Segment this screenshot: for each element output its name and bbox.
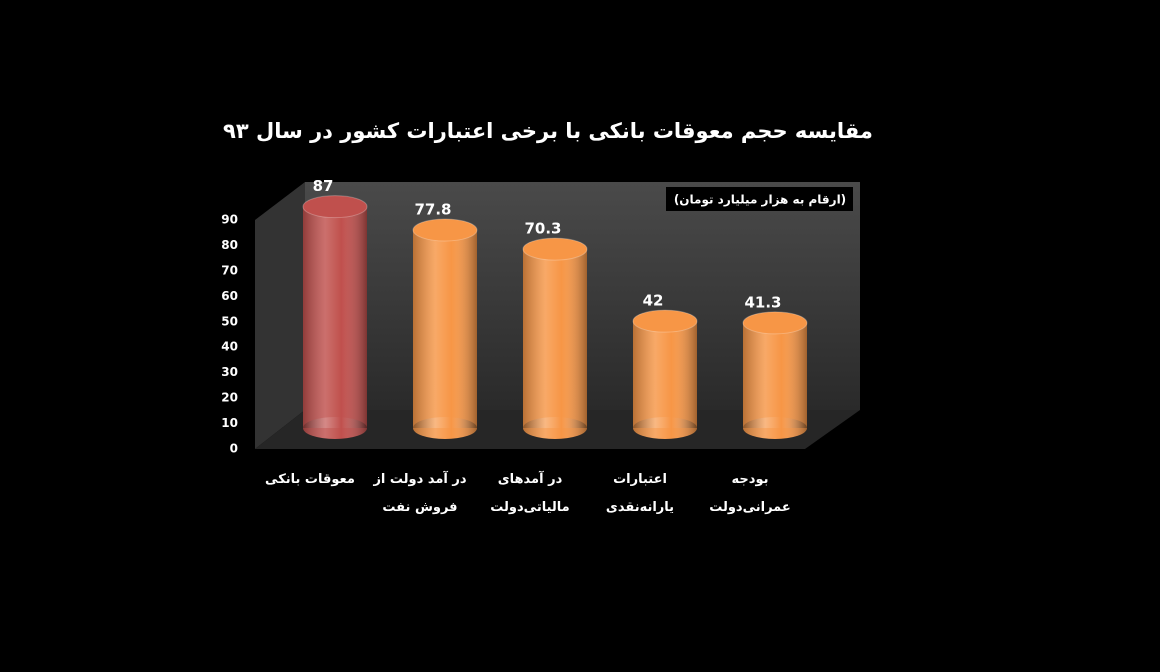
- bar-shading-bottom: [303, 417, 367, 439]
- bar-top: [302, 195, 368, 219]
- y-tick-label: 70: [221, 263, 238, 277]
- bar-shading: [303, 206, 367, 428]
- bar-shading-bottom: [633, 417, 697, 439]
- bar-shading: [413, 230, 477, 428]
- bar-shading: [633, 321, 697, 428]
- y-tick-label: 50: [221, 314, 238, 328]
- side-wall: [255, 182, 305, 449]
- x-tick-label: در آمدهای مالیاتی‌دولت: [490, 472, 570, 515]
- bar-top: [522, 237, 588, 261]
- y-tick-label: 0: [230, 442, 238, 456]
- x-tick-label: معوقات بانکی: [265, 472, 355, 487]
- x-tick-label: بودجه عمرانی‌دولت: [709, 472, 791, 515]
- bar-top: [632, 309, 698, 333]
- y-tick-label: 90: [221, 213, 238, 227]
- bar: [742, 311, 808, 439]
- bar: [522, 237, 588, 439]
- y-tick-label: 80: [221, 238, 238, 252]
- bar: [412, 218, 478, 439]
- bar-shading-bottom: [743, 417, 807, 439]
- bar: [302, 195, 368, 439]
- bar-shading: [743, 322, 807, 428]
- value-label: 41.3: [744, 293, 781, 311]
- chart-title: مقایسه حجم معوقات بانکی با برخی اعتبارات…: [223, 119, 873, 143]
- bar-shading: [523, 249, 587, 428]
- value-label: 70.3: [524, 220, 561, 238]
- bar-top: [412, 218, 478, 242]
- bar-shading-bottom: [413, 417, 477, 439]
- y-tick-label: 10: [221, 416, 238, 430]
- bar-top: [742, 311, 808, 335]
- chart-subtitle: (ارقام به هزار میلیارد تومان): [674, 193, 846, 208]
- y-tick-label: 30: [221, 365, 238, 379]
- value-label: 87: [313, 177, 334, 195]
- value-label: 77.8: [414, 201, 451, 219]
- x-tick-label: اعتبارات یارانه‌نقدی: [605, 472, 675, 515]
- subtitle-box: [666, 187, 853, 211]
- y-tick-label: 60: [221, 289, 238, 303]
- x-tick-label: در آمد دولت از فروش نفت: [373, 472, 467, 515]
- value-label: 42: [643, 292, 664, 310]
- y-tick-label: 20: [221, 391, 238, 405]
- bar: [632, 309, 698, 439]
- y-tick-label: 40: [221, 340, 238, 354]
- bar-shading-bottom: [523, 417, 587, 439]
